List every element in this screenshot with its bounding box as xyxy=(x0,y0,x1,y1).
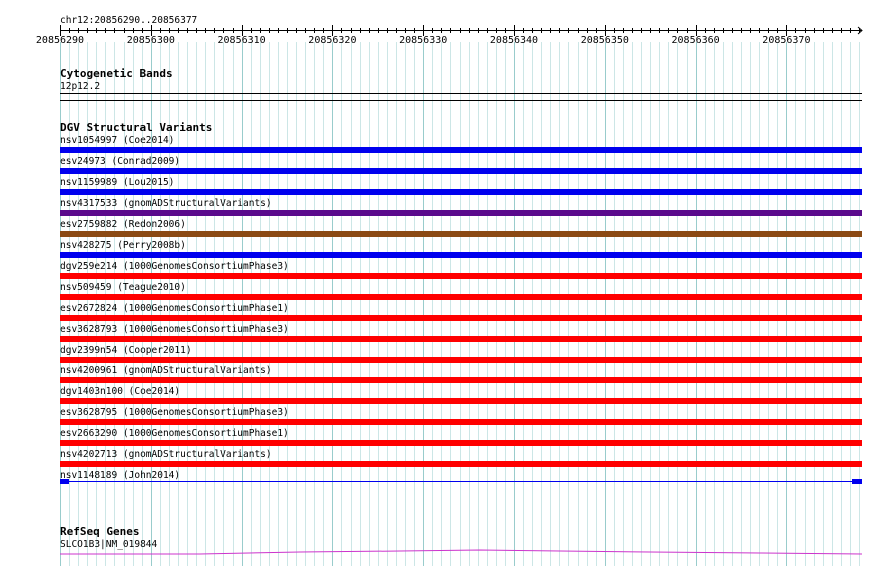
dgv-feature-label[interactable]: nsv4200961 (gnomADStructuralVariants) xyxy=(60,365,272,377)
dgv-feature-bar[interactable] xyxy=(60,314,862,321)
dgv-feature-label[interactable]: esv2672824 (1000GenomesConsortiumPhase1) xyxy=(60,302,289,314)
ruler-tick-label: 20856350 xyxy=(580,35,629,46)
ruler-tick-label: 20856290 xyxy=(35,35,85,46)
dgv-feature-label[interactable]: nsv1159989 (Lou2015) xyxy=(60,176,175,188)
cytoband-track-title: Cytogenetic Bands xyxy=(60,67,173,80)
dgv-track-title: DGV Structural Variants xyxy=(60,121,213,134)
cytoband-band[interactable] xyxy=(60,93,862,94)
ruler-tick-label: 20856320 xyxy=(308,35,357,46)
dgv-feature-bar[interactable] xyxy=(60,335,862,342)
dgv-feature-bar[interactable] xyxy=(60,251,862,258)
cytoband-label[interactable]: 12p12.2 xyxy=(60,81,101,92)
ruler-tick-label: 20856370 xyxy=(762,35,811,46)
ruler-location: chr12:20856290..20856377 xyxy=(60,15,198,26)
refseq-track-title: RefSeq Genes xyxy=(60,525,140,538)
ruler-tick-label: 20856300 xyxy=(126,35,175,46)
dgv-feature-bar[interactable] xyxy=(60,377,862,384)
refseq-gene-line[interactable] xyxy=(0,548,890,556)
dgv-feature-block[interactable] xyxy=(60,479,69,485)
dgv-feature-bar[interactable] xyxy=(60,398,862,405)
dgv-feature-bar[interactable] xyxy=(60,209,862,216)
ruler-tick-label: 20856360 xyxy=(671,35,720,46)
dgv-feature-bar[interactable] xyxy=(60,230,862,237)
dgv-feature-label[interactable]: nsv509459 (Teague2010) xyxy=(60,281,186,293)
dgv-feature-label[interactable]: dgv259e214 (1000GenomesConsortiumPhase3) xyxy=(60,260,289,272)
dgv-feature-label[interactable]: esv2663290 (1000GenomesConsortiumPhase1) xyxy=(60,428,289,440)
refseq-gene-label[interactable]: SLCO1B3|NM_019844 xyxy=(60,539,158,550)
dgv-feature-label[interactable]: esv3628795 (1000GenomesConsortiumPhase3) xyxy=(60,407,289,419)
dgv-feature-label[interactable]: nsv428275 (Perry2008b) xyxy=(60,239,186,251)
dgv-feature-block[interactable] xyxy=(852,479,862,485)
dgv-feature-label[interactable]: nsv1054997 (Coe2014) xyxy=(60,135,175,146)
dgv-feature-label[interactable]: esv3628793 (1000GenomesConsortiumPhase3) xyxy=(60,323,289,335)
dgv-feature-label[interactable]: esv2759882 (Redon2006) xyxy=(60,218,186,230)
ruler-tick-label: 20856310 xyxy=(217,35,266,46)
dgv-feature-label[interactable]: esv24973 (Conrad2009) xyxy=(60,155,181,167)
dgv-feature-bar[interactable] xyxy=(60,356,862,363)
ruler-tick-label: 20856330 xyxy=(399,35,448,46)
dgv-feature-bar[interactable] xyxy=(60,440,862,447)
dgv-feature-line[interactable] xyxy=(60,481,862,483)
dgv-feature-label[interactable]: nsv1148189 (John2014) xyxy=(60,470,181,482)
dgv-feature-label[interactable]: nsv4317533 (gnomADStructuralVariants) xyxy=(60,197,272,209)
dgv-feature-bar[interactable] xyxy=(60,419,862,426)
dgv-feature-bar[interactable] xyxy=(60,272,862,279)
dgv-feature-bar[interactable] xyxy=(60,188,862,195)
dgv-feature-bar[interactable] xyxy=(60,461,862,468)
dgv-feature-label[interactable]: dgv2399n54 (Cooper2011) xyxy=(60,344,192,356)
dgv-feature-label[interactable]: nsv4202713 (gnomADStructuralVariants) xyxy=(60,449,272,461)
dgv-feature-bar[interactable] xyxy=(60,147,862,153)
ruler-arrow xyxy=(857,26,863,35)
dgv-feature-bar[interactable] xyxy=(60,167,862,174)
dgv-feature-label[interactable]: dgv1403n100 (Coe2014) xyxy=(60,386,181,398)
cytoband-separator xyxy=(60,100,862,101)
dgv-feature-bar[interactable] xyxy=(60,293,862,300)
ruler-tick-label: 20856340 xyxy=(489,35,539,46)
